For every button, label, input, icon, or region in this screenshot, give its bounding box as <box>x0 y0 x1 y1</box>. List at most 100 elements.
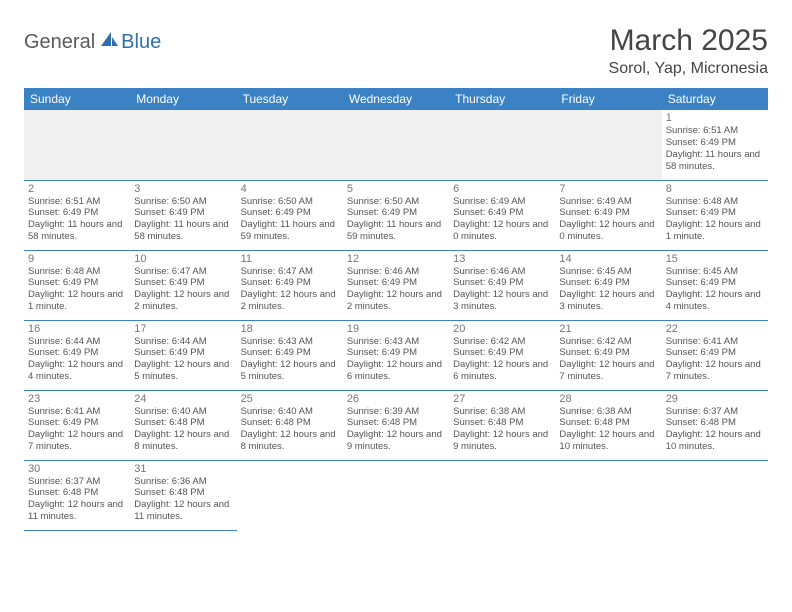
day-number: 9 <box>28 253 126 265</box>
weekday-header: Thursday <box>449 88 555 110</box>
sunset-text: Sunset: 6:49 PM <box>134 207 232 219</box>
logo: General Blue <box>24 30 161 55</box>
sunrise-text: Sunrise: 6:43 AM <box>241 336 339 348</box>
day-number: 30 <box>28 463 126 475</box>
calendar-day-cell: 11Sunrise: 6:47 AMSunset: 6:49 PMDayligh… <box>237 250 343 320</box>
daylight-text: Daylight: 12 hours and 8 minutes. <box>134 429 232 453</box>
calendar-day-cell: 22Sunrise: 6:41 AMSunset: 6:49 PMDayligh… <box>662 320 768 390</box>
day-number: 21 <box>559 323 657 335</box>
calendar-day-cell <box>343 460 449 530</box>
sunset-text: Sunset: 6:49 PM <box>347 277 445 289</box>
calendar-day-cell: 31Sunrise: 6:36 AMSunset: 6:48 PMDayligh… <box>130 460 236 530</box>
daylight-text: Daylight: 11 hours and 59 minutes. <box>241 219 339 243</box>
sunrise-text: Sunrise: 6:49 AM <box>453 196 551 208</box>
sunset-text: Sunset: 6:49 PM <box>28 277 126 289</box>
calendar-body: 1Sunrise: 6:51 AMSunset: 6:49 PMDaylight… <box>24 110 768 530</box>
daylight-text: Daylight: 12 hours and 8 minutes. <box>241 429 339 453</box>
sunrise-text: Sunrise: 6:38 AM <box>559 406 657 418</box>
calendar-week-row: 30Sunrise: 6:37 AMSunset: 6:48 PMDayligh… <box>24 460 768 530</box>
day-number: 2 <box>28 183 126 195</box>
sunrise-text: Sunrise: 6:46 AM <box>347 266 445 278</box>
daylight-text: Daylight: 12 hours and 2 minutes. <box>134 289 232 313</box>
sunset-text: Sunset: 6:49 PM <box>453 277 551 289</box>
sunset-text: Sunset: 6:48 PM <box>347 417 445 429</box>
sunset-text: Sunset: 6:49 PM <box>666 347 764 359</box>
day-number: 24 <box>134 393 232 405</box>
location-text: Sorol, Yap, Micronesia <box>609 60 768 78</box>
sunset-text: Sunset: 6:48 PM <box>453 417 551 429</box>
sunrise-text: Sunrise: 6:41 AM <box>28 406 126 418</box>
calendar-day-cell: 10Sunrise: 6:47 AMSunset: 6:49 PMDayligh… <box>130 250 236 320</box>
sunrise-text: Sunrise: 6:50 AM <box>134 196 232 208</box>
day-number: 14 <box>559 253 657 265</box>
calendar-day-cell <box>449 460 555 530</box>
calendar-day-cell: 6Sunrise: 6:49 AMSunset: 6:49 PMDaylight… <box>449 180 555 250</box>
daylight-text: Daylight: 12 hours and 11 minutes. <box>28 499 126 523</box>
calendar-day-cell <box>449 110 555 180</box>
sunrise-text: Sunrise: 6:47 AM <box>241 266 339 278</box>
calendar-day-cell: 30Sunrise: 6:37 AMSunset: 6:48 PMDayligh… <box>24 460 130 530</box>
daylight-text: Daylight: 12 hours and 3 minutes. <box>559 289 657 313</box>
calendar-day-cell <box>237 460 343 530</box>
calendar-day-cell <box>555 110 661 180</box>
daylight-text: Daylight: 12 hours and 10 minutes. <box>559 429 657 453</box>
sunset-text: Sunset: 6:48 PM <box>241 417 339 429</box>
sunset-text: Sunset: 6:49 PM <box>134 347 232 359</box>
calendar-day-cell: 2Sunrise: 6:51 AMSunset: 6:49 PMDaylight… <box>24 180 130 250</box>
sunset-text: Sunset: 6:49 PM <box>453 207 551 219</box>
calendar-week-row: 1Sunrise: 6:51 AMSunset: 6:49 PMDaylight… <box>24 110 768 180</box>
sunset-text: Sunset: 6:48 PM <box>666 417 764 429</box>
sunset-text: Sunset: 6:49 PM <box>241 347 339 359</box>
day-number: 15 <box>666 253 764 265</box>
sunset-text: Sunset: 6:49 PM <box>241 207 339 219</box>
sunset-text: Sunset: 6:49 PM <box>28 207 126 219</box>
sunset-text: Sunset: 6:49 PM <box>28 417 126 429</box>
sunrise-text: Sunrise: 6:41 AM <box>666 336 764 348</box>
calendar-day-cell <box>662 460 768 530</box>
calendar-day-cell: 1Sunrise: 6:51 AMSunset: 6:49 PMDaylight… <box>662 110 768 180</box>
day-number: 23 <box>28 393 126 405</box>
daylight-text: Daylight: 12 hours and 0 minutes. <box>453 219 551 243</box>
day-number: 10 <box>134 253 232 265</box>
daylight-text: Daylight: 12 hours and 9 minutes. <box>347 429 445 453</box>
sunrise-text: Sunrise: 6:42 AM <box>559 336 657 348</box>
calendar-day-cell: 20Sunrise: 6:42 AMSunset: 6:49 PMDayligh… <box>449 320 555 390</box>
day-number: 1 <box>666 112 764 124</box>
day-number: 6 <box>453 183 551 195</box>
weekday-header-row: Sunday Monday Tuesday Wednesday Thursday… <box>24 88 768 110</box>
daylight-text: Daylight: 12 hours and 10 minutes. <box>666 429 764 453</box>
daylight-text: Daylight: 12 hours and 0 minutes. <box>559 219 657 243</box>
day-number: 25 <box>241 393 339 405</box>
weekday-header: Sunday <box>24 88 130 110</box>
calendar-day-cell: 16Sunrise: 6:44 AMSunset: 6:49 PMDayligh… <box>24 320 130 390</box>
calendar-week-row: 9Sunrise: 6:48 AMSunset: 6:49 PMDaylight… <box>24 250 768 320</box>
day-number: 13 <box>453 253 551 265</box>
daylight-text: Daylight: 12 hours and 6 minutes. <box>453 359 551 383</box>
calendar-day-cell <box>555 460 661 530</box>
sunrise-text: Sunrise: 6:39 AM <box>347 406 445 418</box>
calendar-day-cell: 18Sunrise: 6:43 AMSunset: 6:49 PMDayligh… <box>237 320 343 390</box>
day-number: 31 <box>134 463 232 475</box>
sunrise-text: Sunrise: 6:48 AM <box>666 196 764 208</box>
calendar-day-cell: 13Sunrise: 6:46 AMSunset: 6:49 PMDayligh… <box>449 250 555 320</box>
daylight-text: Daylight: 12 hours and 4 minutes. <box>28 359 126 383</box>
daylight-text: Daylight: 11 hours and 58 minutes. <box>28 219 126 243</box>
sunrise-text: Sunrise: 6:42 AM <box>453 336 551 348</box>
calendar-day-cell: 4Sunrise: 6:50 AMSunset: 6:49 PMDaylight… <box>237 180 343 250</box>
sunset-text: Sunset: 6:49 PM <box>347 207 445 219</box>
daylight-text: Daylight: 11 hours and 58 minutes. <box>666 149 764 173</box>
sunrise-text: Sunrise: 6:51 AM <box>28 196 126 208</box>
logo-text-general: General <box>24 31 95 54</box>
sunrise-text: Sunrise: 6:46 AM <box>453 266 551 278</box>
sunset-text: Sunset: 6:49 PM <box>559 277 657 289</box>
sunrise-text: Sunrise: 6:44 AM <box>134 336 232 348</box>
calendar-day-cell: 7Sunrise: 6:49 AMSunset: 6:49 PMDaylight… <box>555 180 661 250</box>
day-number: 27 <box>453 393 551 405</box>
daylight-text: Daylight: 12 hours and 5 minutes. <box>241 359 339 383</box>
calendar-week-row: 16Sunrise: 6:44 AMSunset: 6:49 PMDayligh… <box>24 320 768 390</box>
daylight-text: Daylight: 12 hours and 3 minutes. <box>453 289 551 313</box>
sunset-text: Sunset: 6:49 PM <box>666 137 764 149</box>
sunrise-text: Sunrise: 6:50 AM <box>347 196 445 208</box>
calendar-day-cell: 23Sunrise: 6:41 AMSunset: 6:49 PMDayligh… <box>24 390 130 460</box>
calendar-week-row: 2Sunrise: 6:51 AMSunset: 6:49 PMDaylight… <box>24 180 768 250</box>
